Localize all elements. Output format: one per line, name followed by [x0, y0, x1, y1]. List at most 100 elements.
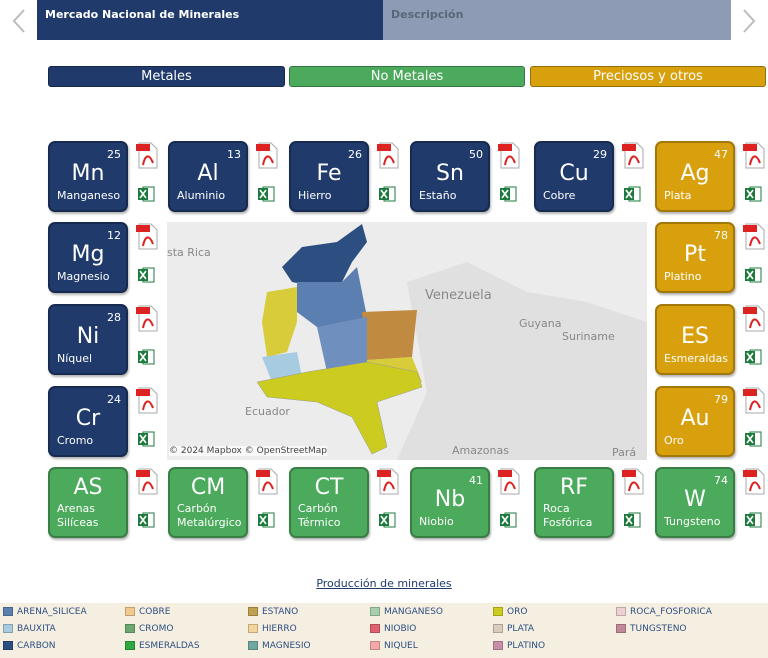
excel-icon[interactable] — [623, 511, 641, 529]
element-name: Esmeraldas — [664, 352, 728, 365]
legend-label: PLATA — [507, 624, 535, 634]
category-button[interactable]: No Metales — [289, 66, 525, 87]
pdf-icon[interactable] — [497, 141, 521, 169]
element-tile[interactable]: 25 Mn Manganeso — [48, 141, 128, 212]
element-tile[interactable]: 28 Ni Níquel — [48, 304, 128, 375]
nav-tab[interactable]: Descripción — [383, 0, 731, 40]
element-tile[interactable]: AS Arenas Silíceas — [48, 467, 128, 538]
element-tile[interactable]: 50 Sn Estaño — [410, 141, 490, 212]
element-tile[interactable]: RF Roca Fosfórica — [534, 467, 614, 538]
excel-icon[interactable] — [744, 185, 762, 203]
element-name: Térmico — [298, 516, 341, 529]
excel-icon[interactable] — [623, 185, 641, 203]
legend-label: PLATINO — [507, 641, 546, 651]
excel-icon[interactable] — [257, 185, 275, 203]
element-tile[interactable]: 26 Fe Hierro — [289, 141, 369, 212]
legend-swatch — [248, 641, 258, 650]
pdf-icon[interactable] — [742, 467, 766, 495]
prev-arrow[interactable] — [10, 8, 30, 34]
atomic-number: 13 — [227, 148, 241, 161]
element-tile[interactable]: ES Esmeraldas — [655, 304, 735, 375]
element-name: Aluminio — [177, 189, 226, 202]
element-name: Fosfórica — [543, 516, 593, 529]
pdf-icon[interactable] — [376, 141, 400, 169]
element-tile[interactable]: 13 Al Aluminio — [168, 141, 248, 212]
map[interactable]: sta Rica Venezuela Guyana Suriname Ecuador Am… — [167, 222, 647, 460]
excel-icon[interactable] — [378, 185, 396, 203]
excel-icon[interactable] — [137, 511, 155, 529]
map-label: Pará — [612, 446, 637, 459]
pdf-icon[interactable] — [742, 304, 766, 332]
legend-label: MAGNESIO — [262, 641, 311, 651]
element-tile[interactable]: CT Carbón Térmico — [289, 467, 369, 538]
element-tile[interactable]: 41 Nb Niobio — [410, 467, 490, 538]
excel-icon[interactable] — [137, 348, 155, 366]
legend-swatch — [616, 624, 626, 633]
legend-swatch — [248, 624, 258, 633]
element-symbol: Cu — [559, 161, 589, 186]
map-label: Guyana — [519, 317, 562, 330]
excel-icon[interactable] — [744, 348, 762, 366]
excel-icon[interactable] — [257, 511, 275, 529]
element-symbol: Al — [197, 161, 219, 186]
legend-swatch — [370, 641, 380, 650]
pdf-icon[interactable] — [135, 304, 159, 332]
element-name: Carbón — [177, 502, 217, 515]
excel-icon[interactable] — [744, 430, 762, 448]
element-tile[interactable]: 78 Pt Platino — [655, 222, 735, 293]
map-label: Amazonas — [452, 444, 509, 457]
legend-label: NIOBIO — [384, 624, 417, 634]
pdf-icon[interactable] — [135, 386, 159, 414]
pdf-icon[interactable] — [742, 141, 766, 169]
element-tile[interactable]: 24 Cr Cromo — [48, 386, 128, 457]
element-tile[interactable]: 79 Au Oro — [655, 386, 735, 457]
pdf-icon[interactable] — [135, 222, 159, 250]
legend-swatch — [3, 624, 13, 633]
excel-icon[interactable] — [137, 185, 155, 203]
pdf-icon[interactable] — [376, 467, 400, 495]
element-symbol: CM — [190, 475, 226, 500]
legend-label: TUNGSTENO — [630, 624, 687, 634]
pdf-icon[interactable] — [255, 141, 279, 169]
element-name: Magnesio — [57, 270, 110, 283]
element-tile[interactable]: 47 Ag Plata — [655, 141, 735, 212]
excel-icon[interactable] — [137, 266, 155, 284]
element-tile[interactable]: CM Carbón Metalúrgico — [168, 467, 248, 538]
atomic-number: 50 — [469, 148, 483, 161]
legend-swatch — [125, 607, 135, 616]
excel-icon[interactable] — [137, 430, 155, 448]
element-name: Tungsteno — [664, 515, 721, 528]
legend-label: CROMO — [139, 624, 174, 634]
pdf-icon[interactable] — [742, 386, 766, 414]
next-arrow[interactable] — [738, 8, 758, 34]
element-name: Plata — [664, 189, 692, 202]
pdf-icon[interactable] — [135, 141, 159, 169]
element-name: Oro — [664, 434, 684, 447]
category-button[interactable]: Preciosos y otros — [530, 66, 766, 87]
atomic-number: 79 — [714, 393, 728, 406]
pdf-icon[interactable] — [135, 467, 159, 495]
legend-swatch — [370, 607, 380, 616]
excel-icon[interactable] — [499, 511, 517, 529]
pdf-icon[interactable] — [621, 141, 645, 169]
pdf-icon[interactable] — [497, 467, 521, 495]
pdf-icon[interactable] — [621, 467, 645, 495]
legend-label: ESTANO — [262, 607, 299, 617]
pdf-icon[interactable] — [255, 467, 279, 495]
legend-title[interactable]: Producción de minerales — [316, 577, 452, 590]
element-tile[interactable]: 12 Mg Magnesio — [48, 222, 128, 293]
element-tile[interactable]: 74 W Tungsteno — [655, 467, 735, 538]
excel-icon[interactable] — [744, 266, 762, 284]
atomic-number: 25 — [107, 148, 121, 161]
element-symbol: Mn — [71, 161, 105, 186]
legend-swatch — [248, 607, 258, 616]
excel-icon[interactable] — [499, 185, 517, 203]
pdf-icon[interactable] — [742, 222, 766, 250]
excel-icon[interactable] — [744, 511, 762, 529]
element-tile[interactable]: 29 Cu Cobre — [534, 141, 614, 212]
category-button[interactable]: Metales — [48, 66, 285, 87]
element-name: Arenas — [57, 502, 96, 515]
nav-tab[interactable]: Mercado Nacional de Minerales — [37, 0, 383, 40]
excel-icon[interactable] — [378, 511, 396, 529]
